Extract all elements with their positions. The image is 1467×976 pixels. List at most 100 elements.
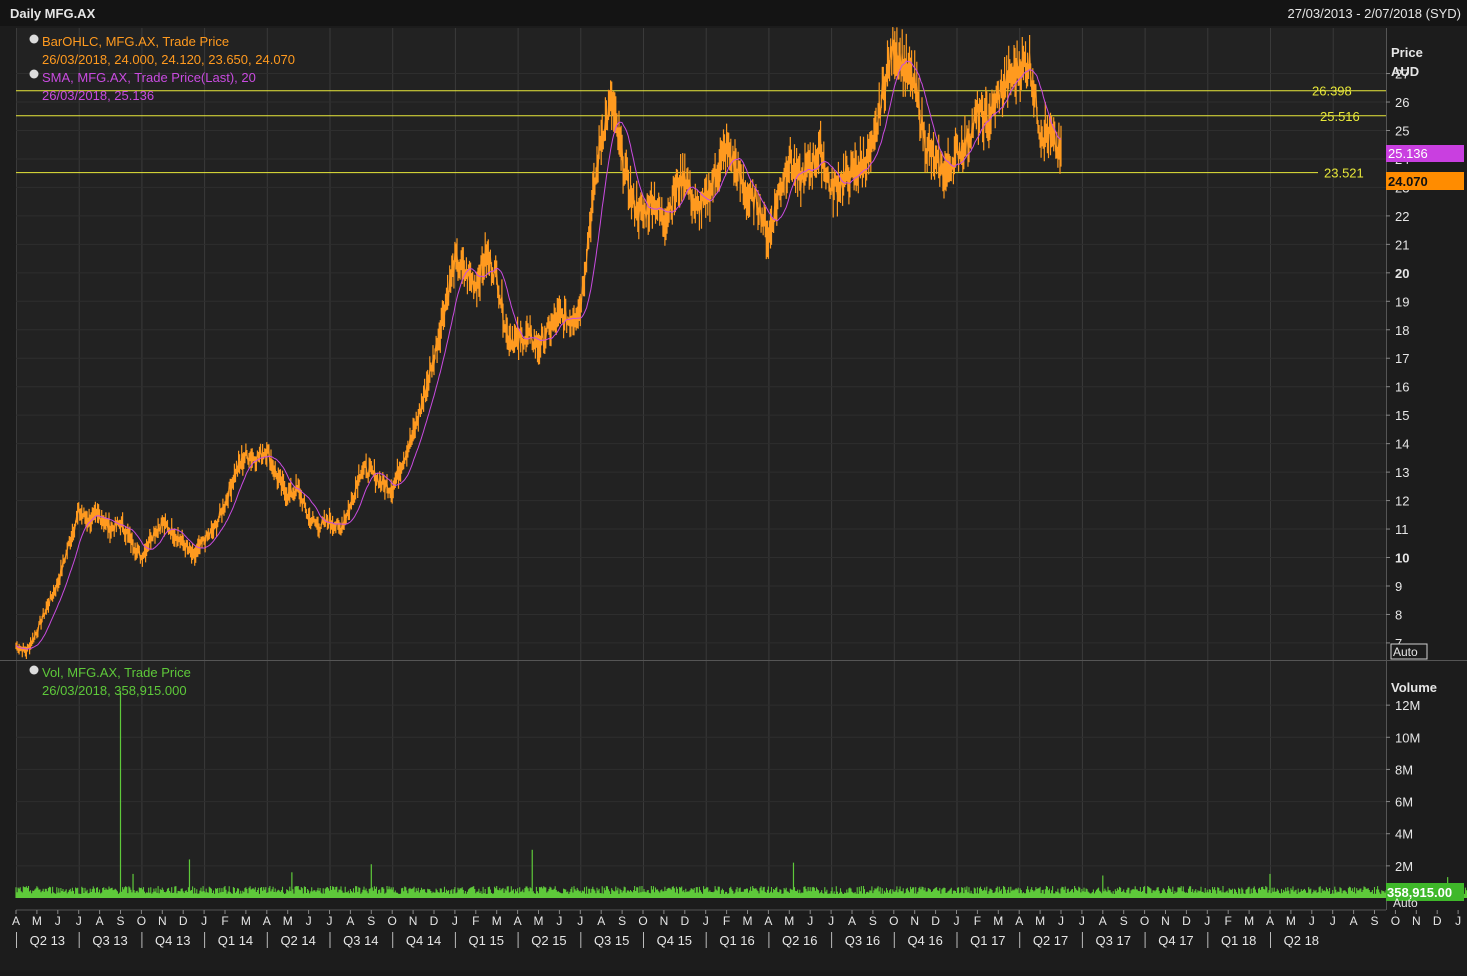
month-label: N bbox=[1412, 914, 1421, 928]
quarter-label: Q2 15 bbox=[531, 933, 566, 948]
hline-label: 26.398 bbox=[1312, 84, 1352, 99]
quarter-label: Q1 15 bbox=[469, 933, 504, 948]
month-label: S bbox=[1370, 914, 1378, 928]
month-label: J bbox=[1058, 914, 1064, 928]
month-label: F bbox=[472, 914, 479, 928]
month-label: N bbox=[158, 914, 167, 928]
month-label: J bbox=[306, 914, 312, 928]
month-label: O bbox=[638, 914, 647, 928]
y-tick-label: 27 bbox=[1395, 67, 1409, 82]
month-label: A bbox=[1266, 914, 1274, 928]
y-tick-label: 9 bbox=[1395, 579, 1402, 594]
month-label: M bbox=[492, 914, 502, 928]
sma-legend-title[interactable]: SMA, MFG.AX, Trade Price(Last), 20 bbox=[42, 70, 256, 85]
volume-axis-title: Volume bbox=[1391, 680, 1437, 695]
price-auto-scale-label: Auto bbox=[1393, 645, 1418, 659]
last-volume-label: 358,915.00 bbox=[1387, 885, 1452, 900]
volume-y-axis: 2M 4M 6M 8M 10M 12M bbox=[1386, 698, 1420, 874]
quarter-label: Q3 14 bbox=[343, 933, 378, 948]
month-label: S bbox=[367, 914, 375, 928]
quarter-label: Q2 16 bbox=[782, 933, 817, 948]
month-label: A bbox=[12, 914, 20, 928]
month-label: O bbox=[1140, 914, 1149, 928]
date-range: 27/03/2013 - 2/07/2018 (SYD) bbox=[1288, 6, 1461, 21]
price-axis-unit: AUD bbox=[1391, 64, 1419, 79]
y-tick-label: 10M bbox=[1395, 730, 1420, 745]
legend-toggle-icon[interactable] bbox=[29, 69, 39, 79]
month-label: J bbox=[1204, 914, 1210, 928]
y-tick-label: 18 bbox=[1395, 323, 1409, 338]
quarter-label: Q3 17 bbox=[1096, 933, 1131, 948]
y-tick-label: 21 bbox=[1395, 237, 1409, 252]
volume-legend-title[interactable]: Vol, MFG.AX, Trade Price bbox=[42, 665, 191, 680]
month-label: J bbox=[452, 914, 458, 928]
month-label: M bbox=[241, 914, 251, 928]
month-label: J bbox=[1330, 914, 1336, 928]
y-tick-label: 4M bbox=[1395, 827, 1413, 842]
legend-toggle-icon[interactable] bbox=[29, 665, 39, 675]
quarter-label: Q1 14 bbox=[218, 933, 253, 948]
month-label: J bbox=[55, 914, 61, 928]
quarter-label: Q3 16 bbox=[845, 933, 880, 948]
month-label: M bbox=[1286, 914, 1296, 928]
y-tick-label: 25 bbox=[1395, 123, 1409, 138]
month-label: F bbox=[974, 914, 981, 928]
y-tick-label: 13 bbox=[1395, 465, 1409, 480]
y-tick-label: 14 bbox=[1395, 437, 1409, 452]
legend-toggle-icon[interactable] bbox=[29, 34, 39, 44]
y-tick-label: 8M bbox=[1395, 762, 1413, 777]
month-label: F bbox=[221, 914, 228, 928]
month-label: M bbox=[534, 914, 544, 928]
month-label: A bbox=[346, 914, 354, 928]
y-tick-label: 26 bbox=[1395, 95, 1409, 110]
title-bar bbox=[0, 0, 1467, 26]
quarter-label: Q2 17 bbox=[1033, 933, 1068, 948]
quarter-label: Q4 15 bbox=[657, 933, 692, 948]
month-label: S bbox=[869, 914, 877, 928]
price-legend: BarOHLC, MFG.AX, Trade Price 26/03/2018,… bbox=[29, 34, 295, 103]
ohlc-legend-title[interactable]: BarOHLC, MFG.AX, Trade Price bbox=[42, 34, 229, 49]
ohlc-legend-values: 26/03/2018, 24.000, 24.120, 23.650, 24.0… bbox=[42, 52, 295, 67]
volume-plot-area[interactable] bbox=[16, 661, 1386, 898]
month-label: A bbox=[764, 914, 772, 928]
quarter-label: Q2 18 bbox=[1284, 933, 1319, 948]
month-label: O bbox=[137, 914, 146, 928]
y-tick-label: 15 bbox=[1395, 408, 1409, 423]
month-label: D bbox=[931, 914, 940, 928]
last-price-label: 24.070 bbox=[1388, 174, 1428, 189]
month-label: J bbox=[1079, 914, 1085, 928]
grid bbox=[16, 28, 1386, 898]
month-label: S bbox=[116, 914, 124, 928]
volume-bars bbox=[15, 690, 1467, 898]
hline-label: 25.516 bbox=[1320, 109, 1360, 124]
volume-legend-values: 26/03/2018, 358,915.000 bbox=[42, 683, 187, 698]
month-label: J bbox=[556, 914, 562, 928]
month-label: J bbox=[1455, 914, 1461, 928]
month-label: A bbox=[1015, 914, 1023, 928]
month-label: N bbox=[409, 914, 418, 928]
chart-title: Daily MFG.AX bbox=[10, 6, 96, 21]
month-label: M bbox=[784, 914, 794, 928]
price-plot-area[interactable] bbox=[16, 28, 1386, 660]
month-label: M bbox=[283, 914, 293, 928]
month-label: N bbox=[660, 914, 669, 928]
month-label: J bbox=[807, 914, 813, 928]
horizontal-lines[interactable]: 26.398 25.516 23.521 bbox=[16, 84, 1386, 181]
sma-value-tag bbox=[1386, 145, 1464, 162]
month-label: J bbox=[954, 914, 960, 928]
price-axis-title: Price bbox=[1391, 45, 1423, 60]
quarter-label: Q2 13 bbox=[30, 933, 65, 948]
volume-auto-scale-label[interactable]: Auto bbox=[1393, 896, 1418, 910]
month-label: S bbox=[1120, 914, 1128, 928]
y-tick-label: 20 bbox=[1395, 266, 1409, 281]
month-label: F bbox=[723, 914, 730, 928]
quarter-label: Q4 16 bbox=[907, 933, 942, 948]
sma-value-label: 25.136 bbox=[1388, 146, 1428, 161]
price-auto-scale-button[interactable] bbox=[1390, 643, 1428, 660]
month-label: M bbox=[993, 914, 1003, 928]
quarter-label: Q4 14 bbox=[406, 933, 441, 948]
quarter-label: Q4 13 bbox=[155, 933, 190, 948]
y-tick-label: 12 bbox=[1395, 494, 1409, 509]
